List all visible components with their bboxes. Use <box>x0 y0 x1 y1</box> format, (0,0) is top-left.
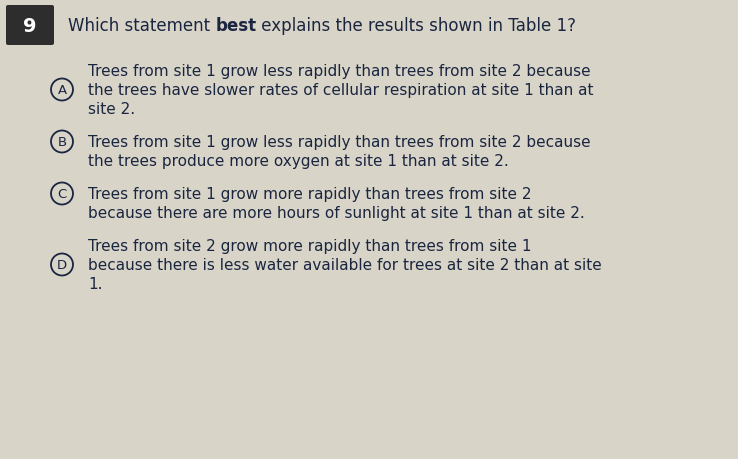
Text: the trees have slower rates of cellular respiration at site 1 than at: the trees have slower rates of cellular … <box>88 83 593 98</box>
Text: B: B <box>58 136 66 149</box>
Text: the trees produce more oxygen at site 1 than at site 2.: the trees produce more oxygen at site 1 … <box>88 154 508 168</box>
Text: Trees from site 1 grow less rapidly than trees from site 2 because: Trees from site 1 grow less rapidly than… <box>88 64 590 79</box>
Text: explains the results shown in Table 1?: explains the results shown in Table 1? <box>257 17 576 35</box>
Text: D: D <box>57 258 67 271</box>
Text: 9: 9 <box>24 17 37 35</box>
Text: site 2.: site 2. <box>88 102 135 117</box>
Text: A: A <box>58 84 66 97</box>
Text: because there are more hours of sunlight at site 1 than at site 2.: because there are more hours of sunlight… <box>88 206 584 220</box>
Text: 1.: 1. <box>88 276 103 291</box>
Text: Trees from site 1 grow more rapidly than trees from site 2: Trees from site 1 grow more rapidly than… <box>88 187 531 202</box>
Text: Trees from site 2 grow more rapidly than trees from site 1: Trees from site 2 grow more rapidly than… <box>88 239 531 253</box>
Text: best: best <box>215 17 257 35</box>
Text: Trees from site 1 grow less rapidly than trees from site 2 because: Trees from site 1 grow less rapidly than… <box>88 134 590 150</box>
Text: because there is less water available for trees at site 2 than at site: because there is less water available fo… <box>88 257 601 272</box>
Text: C: C <box>58 188 66 201</box>
FancyBboxPatch shape <box>6 6 54 46</box>
Text: Which statement: Which statement <box>68 17 215 35</box>
